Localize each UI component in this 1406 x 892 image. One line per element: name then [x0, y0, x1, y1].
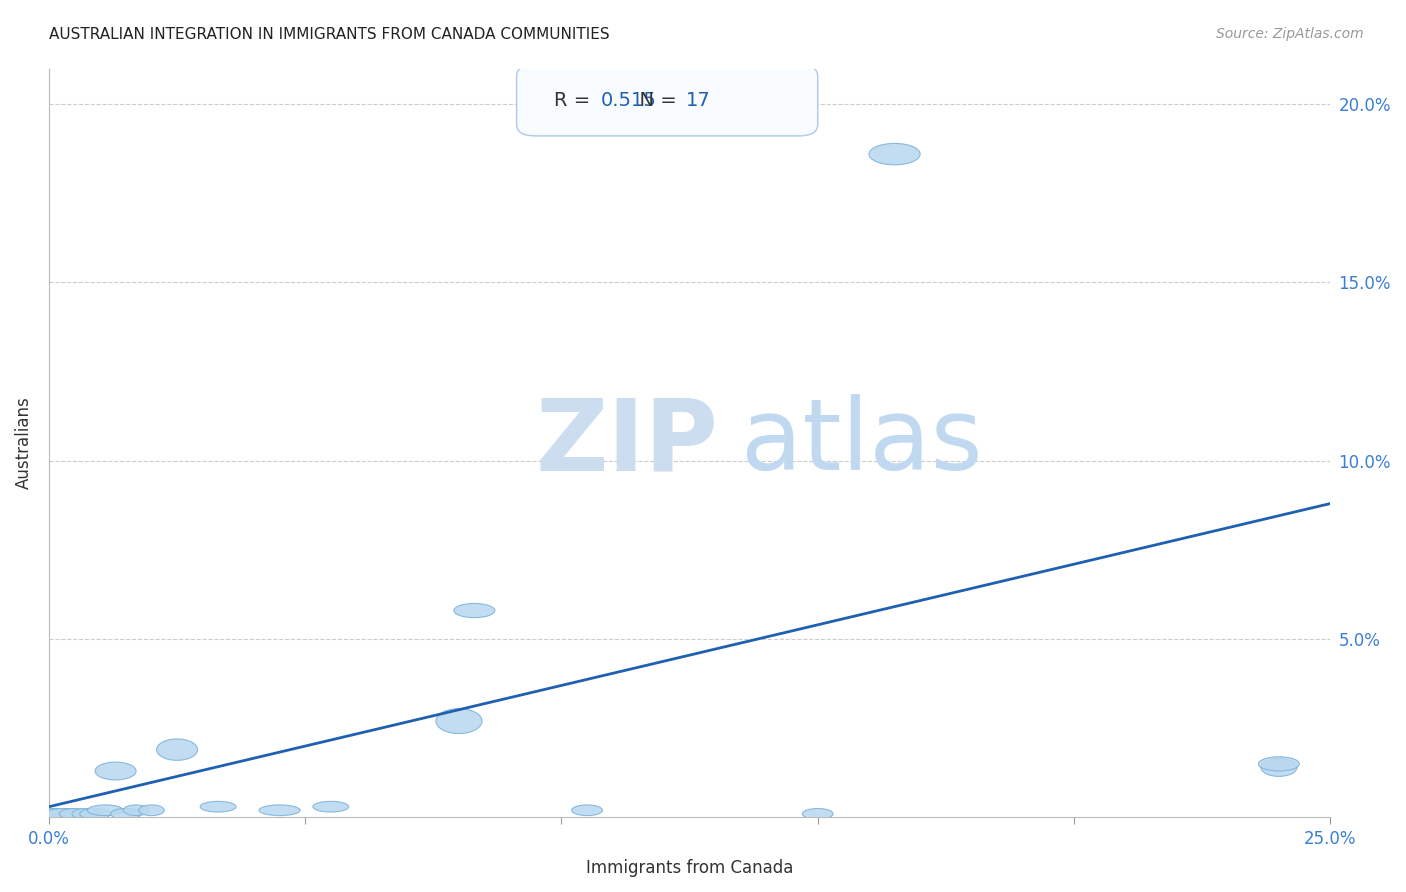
Ellipse shape — [572, 805, 602, 815]
Ellipse shape — [139, 805, 165, 815]
Ellipse shape — [259, 805, 299, 815]
Text: Source: ZipAtlas.com: Source: ZipAtlas.com — [1216, 27, 1364, 41]
Ellipse shape — [111, 808, 141, 819]
Text: ZIP: ZIP — [536, 394, 718, 491]
Ellipse shape — [28, 808, 80, 819]
Ellipse shape — [1258, 756, 1299, 771]
Ellipse shape — [314, 801, 349, 812]
Ellipse shape — [156, 739, 198, 760]
Text: AUSTRALIAN INTEGRATION IN IMMIGRANTS FROM CANADA COMMUNITIES: AUSTRALIAN INTEGRATION IN IMMIGRANTS FRO… — [49, 27, 610, 42]
Ellipse shape — [436, 708, 482, 733]
Ellipse shape — [124, 805, 149, 815]
Text: 0.515: 0.515 — [600, 91, 657, 110]
Text: N =: N = — [627, 91, 682, 110]
Ellipse shape — [803, 808, 834, 819]
Ellipse shape — [869, 144, 920, 165]
Ellipse shape — [59, 808, 90, 819]
Ellipse shape — [96, 762, 136, 780]
Text: R =: R = — [554, 91, 596, 110]
Ellipse shape — [72, 808, 97, 819]
Ellipse shape — [200, 801, 236, 812]
FancyBboxPatch shape — [516, 65, 818, 136]
Ellipse shape — [87, 805, 124, 815]
Ellipse shape — [80, 808, 111, 819]
Ellipse shape — [1261, 758, 1296, 776]
Text: 17: 17 — [686, 91, 711, 110]
X-axis label: Immigrants from Canada: Immigrants from Canada — [586, 859, 793, 877]
Text: atlas: atlas — [741, 394, 983, 491]
Y-axis label: Australians: Australians — [15, 397, 32, 490]
Ellipse shape — [454, 603, 495, 617]
Ellipse shape — [44, 808, 84, 819]
